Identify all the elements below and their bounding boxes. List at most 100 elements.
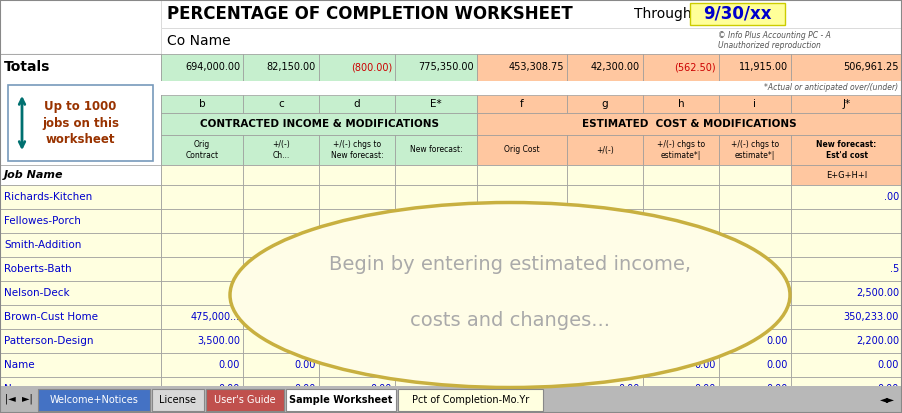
- Text: ESTIMATED  COST & MODIFICATIONS: ESTIMATED COST & MODIFICATIONS: [582, 119, 796, 129]
- Text: 775,350.00: 775,350.00: [419, 62, 474, 72]
- Bar: [0, 185, 161, 209]
- Bar: [477, 209, 567, 233]
- Text: i: i: [753, 99, 757, 109]
- Bar: [243, 95, 319, 113]
- Text: 0.00: 0.00: [218, 408, 240, 413]
- Text: 0.00: 0.00: [619, 384, 640, 394]
- Text: Smith-Addition: Smith-Addition: [4, 240, 81, 250]
- Bar: [161, 377, 243, 401]
- Bar: [477, 113, 902, 135]
- Bar: [395, 401, 477, 413]
- Bar: [567, 257, 643, 281]
- Text: Richards-Kitchen: Richards-Kitchen: [4, 192, 92, 202]
- Text: New forecast:
Est'd cost: New forecast: Est'd cost: [816, 140, 877, 160]
- Bar: [0, 233, 161, 257]
- Bar: [243, 257, 319, 281]
- Text: 2,200.00: 2,200.00: [856, 336, 899, 346]
- Text: 350,233.00: 350,233.00: [843, 312, 899, 322]
- Bar: [319, 257, 395, 281]
- Bar: [161, 135, 243, 165]
- Text: 0.00: 0.00: [767, 408, 788, 413]
- Bar: [791, 165, 902, 185]
- Bar: [395, 165, 477, 185]
- Bar: [791, 209, 902, 233]
- Text: J*: J*: [842, 99, 851, 109]
- Text: 0.00: 0.00: [767, 360, 788, 370]
- Bar: [719, 54, 791, 81]
- Text: Through: Through: [634, 7, 692, 21]
- Text: 9/30/xx: 9/30/xx: [703, 5, 771, 23]
- Bar: [161, 233, 243, 257]
- Bar: [243, 329, 319, 353]
- Bar: [643, 305, 719, 329]
- Text: +/(-) chgs to
estimate*|: +/(-) chgs to estimate*|: [731, 140, 779, 160]
- Text: Nelson-Deck: Nelson-Deck: [4, 288, 69, 298]
- Ellipse shape: [230, 202, 790, 387]
- Text: Co Name: Co Name: [167, 34, 231, 48]
- Bar: [0, 386, 902, 413]
- Text: PERCENTAGE OF COMPLETION WORKSHEET: PERCENTAGE OF COMPLETION WORKSHEET: [167, 5, 573, 23]
- Bar: [719, 135, 791, 165]
- Text: 0.00: 0.00: [295, 408, 316, 413]
- Bar: [319, 305, 395, 329]
- Bar: [395, 185, 477, 209]
- Bar: [161, 165, 243, 185]
- Bar: [243, 401, 319, 413]
- Text: 0.00: 0.00: [371, 384, 392, 394]
- Bar: [477, 401, 567, 413]
- Bar: [567, 209, 643, 233]
- Text: Welcome+Notices: Welcome+Notices: [50, 395, 138, 405]
- Bar: [398, 389, 543, 411]
- Bar: [643, 165, 719, 185]
- Bar: [243, 165, 319, 185]
- Text: 0.00: 0.00: [218, 384, 240, 394]
- Bar: [567, 305, 643, 329]
- Text: 0.00: 0.00: [619, 336, 640, 346]
- Text: Unauthorized reproduction: Unauthorized reproduction: [718, 40, 821, 50]
- Bar: [0, 257, 161, 281]
- Bar: [319, 233, 395, 257]
- Text: Orig Cost: Orig Cost: [504, 145, 539, 154]
- Text: 694,000.00: 694,000.00: [185, 62, 240, 72]
- Text: 0.00: 0.00: [543, 360, 564, 370]
- Bar: [243, 135, 319, 165]
- Bar: [38, 389, 150, 411]
- Text: (562.50): (562.50): [675, 62, 716, 72]
- Bar: [395, 257, 477, 281]
- Bar: [395, 329, 477, 353]
- Bar: [477, 233, 567, 257]
- Text: Patterson-Design: Patterson-Design: [4, 336, 94, 346]
- Text: 0.00: 0.00: [543, 336, 564, 346]
- Bar: [719, 329, 791, 353]
- Bar: [161, 401, 243, 413]
- Text: 0.00: 0.00: [543, 384, 564, 394]
- Bar: [319, 353, 395, 377]
- Bar: [286, 389, 396, 411]
- Text: Sample Worksheet: Sample Worksheet: [290, 395, 392, 405]
- Text: Up to 1000: Up to 1000: [44, 100, 116, 113]
- Bar: [567, 185, 643, 209]
- Bar: [319, 54, 395, 81]
- Bar: [643, 401, 719, 413]
- Bar: [791, 135, 902, 165]
- Text: 0.00: 0.00: [295, 384, 316, 394]
- Bar: [243, 353, 319, 377]
- Bar: [8, 85, 153, 161]
- Bar: [0, 135, 161, 165]
- Bar: [567, 95, 643, 113]
- Text: Brown-Cust Home: Brown-Cust Home: [4, 312, 98, 322]
- Text: f: f: [520, 99, 524, 109]
- Bar: [161, 353, 243, 377]
- Bar: [161, 209, 243, 233]
- Bar: [395, 305, 477, 329]
- Bar: [719, 353, 791, 377]
- Text: 0.00: 0.00: [371, 408, 392, 413]
- Bar: [719, 209, 791, 233]
- Bar: [0, 377, 161, 401]
- Bar: [643, 257, 719, 281]
- Bar: [477, 281, 567, 305]
- Text: 0.00: 0.00: [767, 384, 788, 394]
- Text: New forecast:: New forecast:: [410, 145, 463, 154]
- Text: CONTRACTED INCOME & MODIFICATIONS: CONTRACTED INCOME & MODIFICATIONS: [199, 119, 438, 129]
- Bar: [0, 95, 161, 113]
